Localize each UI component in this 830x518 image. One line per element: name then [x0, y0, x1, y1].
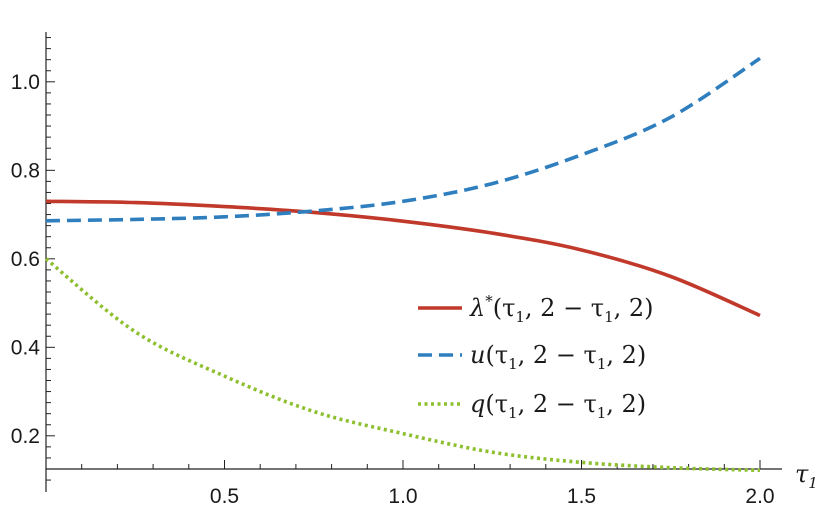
- legend-label-part: (τ: [485, 341, 508, 369]
- x-tick-label: 1.5: [567, 485, 596, 508]
- legend-label-part: 1: [597, 404, 607, 422]
- legend-label-part: , 2 − τ: [525, 294, 604, 322]
- legend-label-part: 1: [515, 308, 525, 326]
- legend-label-part: (τ: [493, 294, 516, 322]
- series-group: [44, 56, 761, 473]
- legend-label-part: u: [470, 341, 485, 369]
- legend-label-part: 1: [508, 404, 518, 422]
- legend-label-part: λ: [469, 294, 485, 322]
- legend-label-part: , 2 − τ: [518, 341, 597, 369]
- legend-label-part: 1: [604, 308, 614, 326]
- legend-label-part: 1: [597, 355, 607, 373]
- legend-label-2: u(τ1, 2 − τ1, 2): [470, 341, 646, 373]
- y-tick-label: 0.8: [11, 159, 40, 182]
- x-axis-label: τ1: [795, 460, 818, 492]
- legend: λ*(τ1, 2 − τ1, 2)u(τ1, 2 − τ1, 2)q(τ1, 2…: [418, 292, 654, 422]
- legend-label-part: *: [485, 292, 493, 310]
- y-tick-label: 1.0: [11, 71, 40, 94]
- legend-label-part: , 2): [606, 341, 646, 369]
- x-tick-label: 2.0: [745, 485, 774, 508]
- legend-label-part: q: [470, 390, 485, 418]
- legend-label-part: , 2): [614, 294, 654, 322]
- series-line-1: [45, 199, 761, 318]
- legend-label-part: (τ: [485, 390, 508, 418]
- legend-label-part: , 2 − τ: [518, 390, 597, 418]
- series-line-2: [45, 56, 761, 223]
- x-tick-label: 1.0: [388, 485, 417, 508]
- legend-label-part: , 2): [606, 390, 646, 418]
- y-tick-label: 0.2: [11, 425, 40, 448]
- legend-label-part: 1: [508, 355, 518, 373]
- y-tick-label: 0.4: [11, 336, 41, 359]
- series-line-3: [44, 257, 761, 473]
- legend-label-1: λ*(τ1, 2 − τ1, 2): [469, 292, 654, 326]
- x-tick-label: 0.5: [210, 485, 239, 508]
- legend-label-3: q(τ1, 2 − τ1, 2): [470, 390, 646, 422]
- axes: 0.5 1.0 1.5 2.0 0.2 0.4 0.6 0.8 1.0: [11, 32, 782, 508]
- y-tick-label: 0.6: [11, 248, 40, 271]
